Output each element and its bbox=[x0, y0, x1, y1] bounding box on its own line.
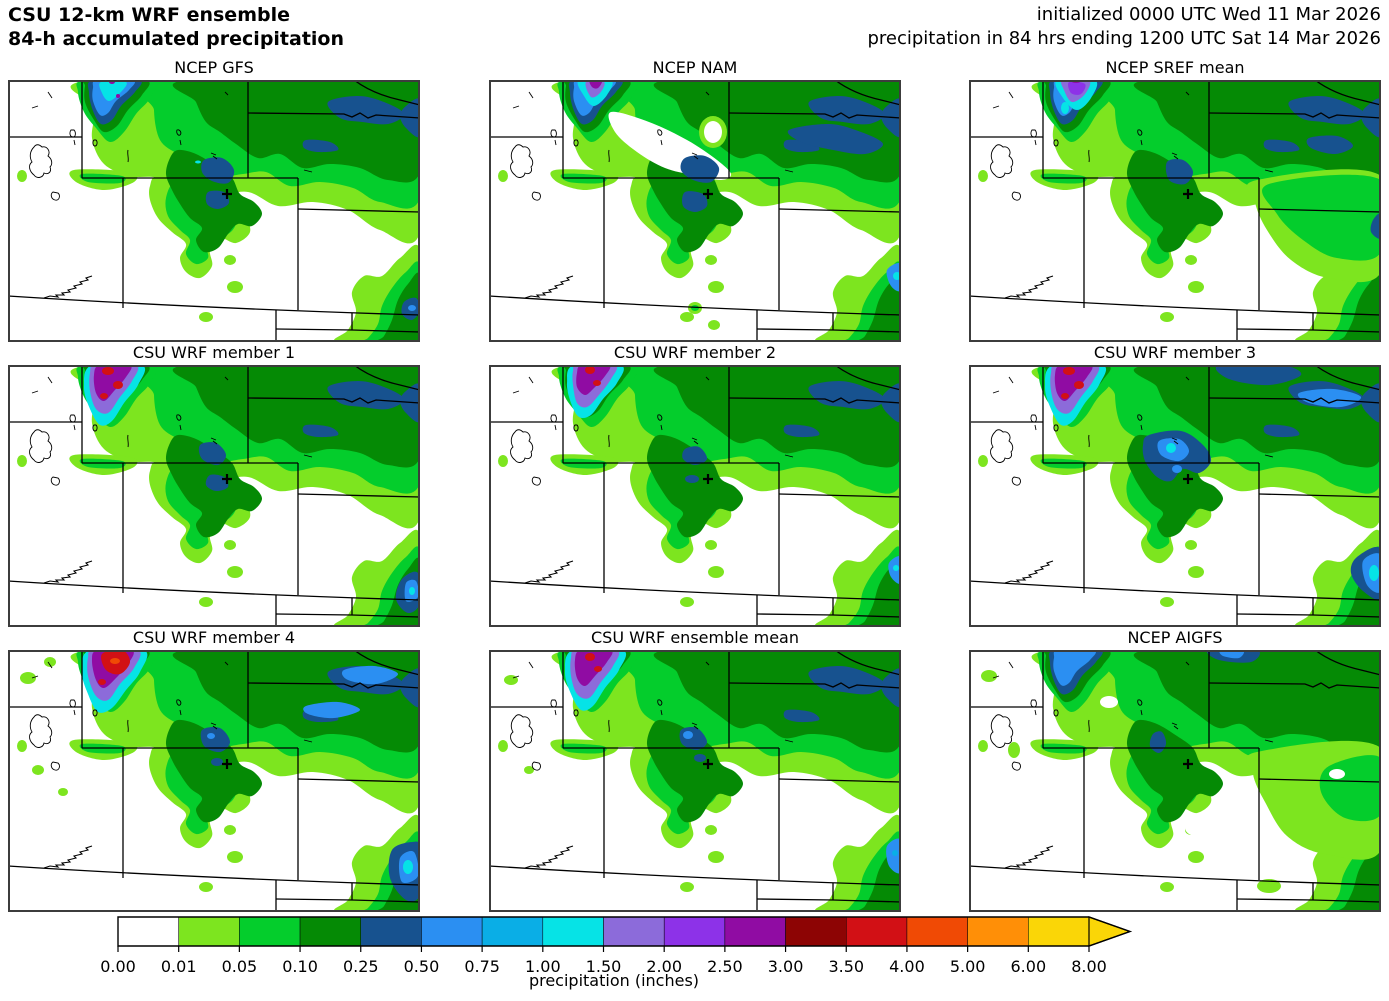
svg-text:2.50: 2.50 bbox=[707, 957, 743, 976]
svg-text:6.00: 6.00 bbox=[1011, 957, 1047, 976]
panel-title-csu-wrf-ensemble-mean: CSU WRF ensemble mean bbox=[590, 628, 799, 647]
svg-text:0.25: 0.25 bbox=[343, 957, 379, 976]
panel-title-ncep-sref-mean: NCEP SREF mean bbox=[1105, 58, 1245, 77]
map-csu-wrf-ensemble-mean bbox=[489, 650, 901, 912]
panel-ncep-aigfs: NCEP AIGFS bbox=[969, 628, 1381, 912]
panel-csu-wrf-member-3: CSU WRF member 3 bbox=[969, 343, 1381, 627]
panel-title-ncep-nam: NCEP NAM bbox=[652, 58, 738, 77]
panel-ncep-nam: NCEP NAM bbox=[489, 58, 901, 342]
svg-text:0.75: 0.75 bbox=[464, 957, 500, 976]
init-info-line1: initialized 0000 UTC Wed 11 Mar 2026 bbox=[1036, 4, 1381, 25]
svg-text:4.00: 4.00 bbox=[889, 957, 925, 976]
map-csu-wrf-member-2 bbox=[489, 365, 901, 627]
svg-text:3.00: 3.00 bbox=[768, 957, 804, 976]
svg-text:0.01: 0.01 bbox=[161, 957, 197, 976]
map-csu-wrf-member-4 bbox=[8, 650, 420, 912]
panel-csu-wrf-member-1: CSU WRF member 1 bbox=[8, 343, 420, 627]
panel-ncep-gfs: NCEP GFS bbox=[8, 58, 420, 342]
panel-csu-wrf-member-4: CSU WRF member 4 bbox=[8, 628, 420, 912]
svg-text:1.50: 1.50 bbox=[586, 957, 622, 976]
svg-text:0.05: 0.05 bbox=[222, 957, 258, 976]
svg-text:8.00: 8.00 bbox=[1071, 957, 1107, 976]
colorbar-axis-label: precipitation (inches) bbox=[528, 971, 700, 990]
map-ncep-gfs bbox=[8, 80, 420, 342]
map-csu-wrf-member-1 bbox=[8, 365, 420, 627]
svg-text:0.00: 0.00 bbox=[100, 957, 136, 976]
panel-title-ncep-gfs: NCEP GFS bbox=[174, 58, 254, 77]
map-ncep-sref-mean bbox=[969, 80, 1381, 342]
panel-title-ncep-aigfs: NCEP AIGFS bbox=[1127, 628, 1223, 647]
colorbar: 0.00 0.01 0.05 0.10 0.25 0.50 0.75 1.00 1.50 2.00… bbox=[100, 916, 1133, 976]
panel-title-csu-wrf-member-2: CSU WRF member 2 bbox=[613, 343, 777, 362]
svg-text:0.50: 0.50 bbox=[404, 957, 440, 976]
svg-text:5.00: 5.00 bbox=[950, 957, 986, 976]
panel-csu-wrf-member-2: CSU WRF member 2 bbox=[489, 343, 901, 627]
figure-title-line1: CSU 12-km WRF ensemble bbox=[8, 4, 290, 26]
init-info-line2: precipitation in 84 hrs ending 1200 UTC … bbox=[867, 28, 1381, 49]
figure-title: CSU 12-km WRF ensemble 84-h accumulated … bbox=[8, 3, 344, 51]
figure-title-line2: 84-h accumulated precipitation bbox=[8, 28, 345, 50]
panel-title-csu-wrf-member-3: CSU WRF member 3 bbox=[1093, 343, 1257, 362]
svg-text:2.00: 2.00 bbox=[646, 957, 682, 976]
panel-ncep-sref-mean: NCEP SREF mean bbox=[969, 58, 1381, 342]
panel-csu-wrf-ensemble-mean: CSU WRF ensemble mean bbox=[489, 628, 901, 912]
svg-text:1.00: 1.00 bbox=[525, 957, 561, 976]
map-ncep-nam bbox=[489, 80, 901, 342]
svg-text:3.50: 3.50 bbox=[828, 957, 864, 976]
map-csu-wrf-member-3 bbox=[969, 365, 1381, 627]
svg-text:0.10: 0.10 bbox=[282, 957, 318, 976]
panel-title-csu-wrf-member-1: CSU WRF member 1 bbox=[132, 343, 296, 362]
map-ncep-aigfs bbox=[969, 650, 1381, 912]
init-info: initialized 0000 UTC Wed 11 Mar 2026 pre… bbox=[867, 3, 1381, 51]
panel-title-csu-wrf-member-4: CSU WRF member 4 bbox=[132, 628, 296, 647]
